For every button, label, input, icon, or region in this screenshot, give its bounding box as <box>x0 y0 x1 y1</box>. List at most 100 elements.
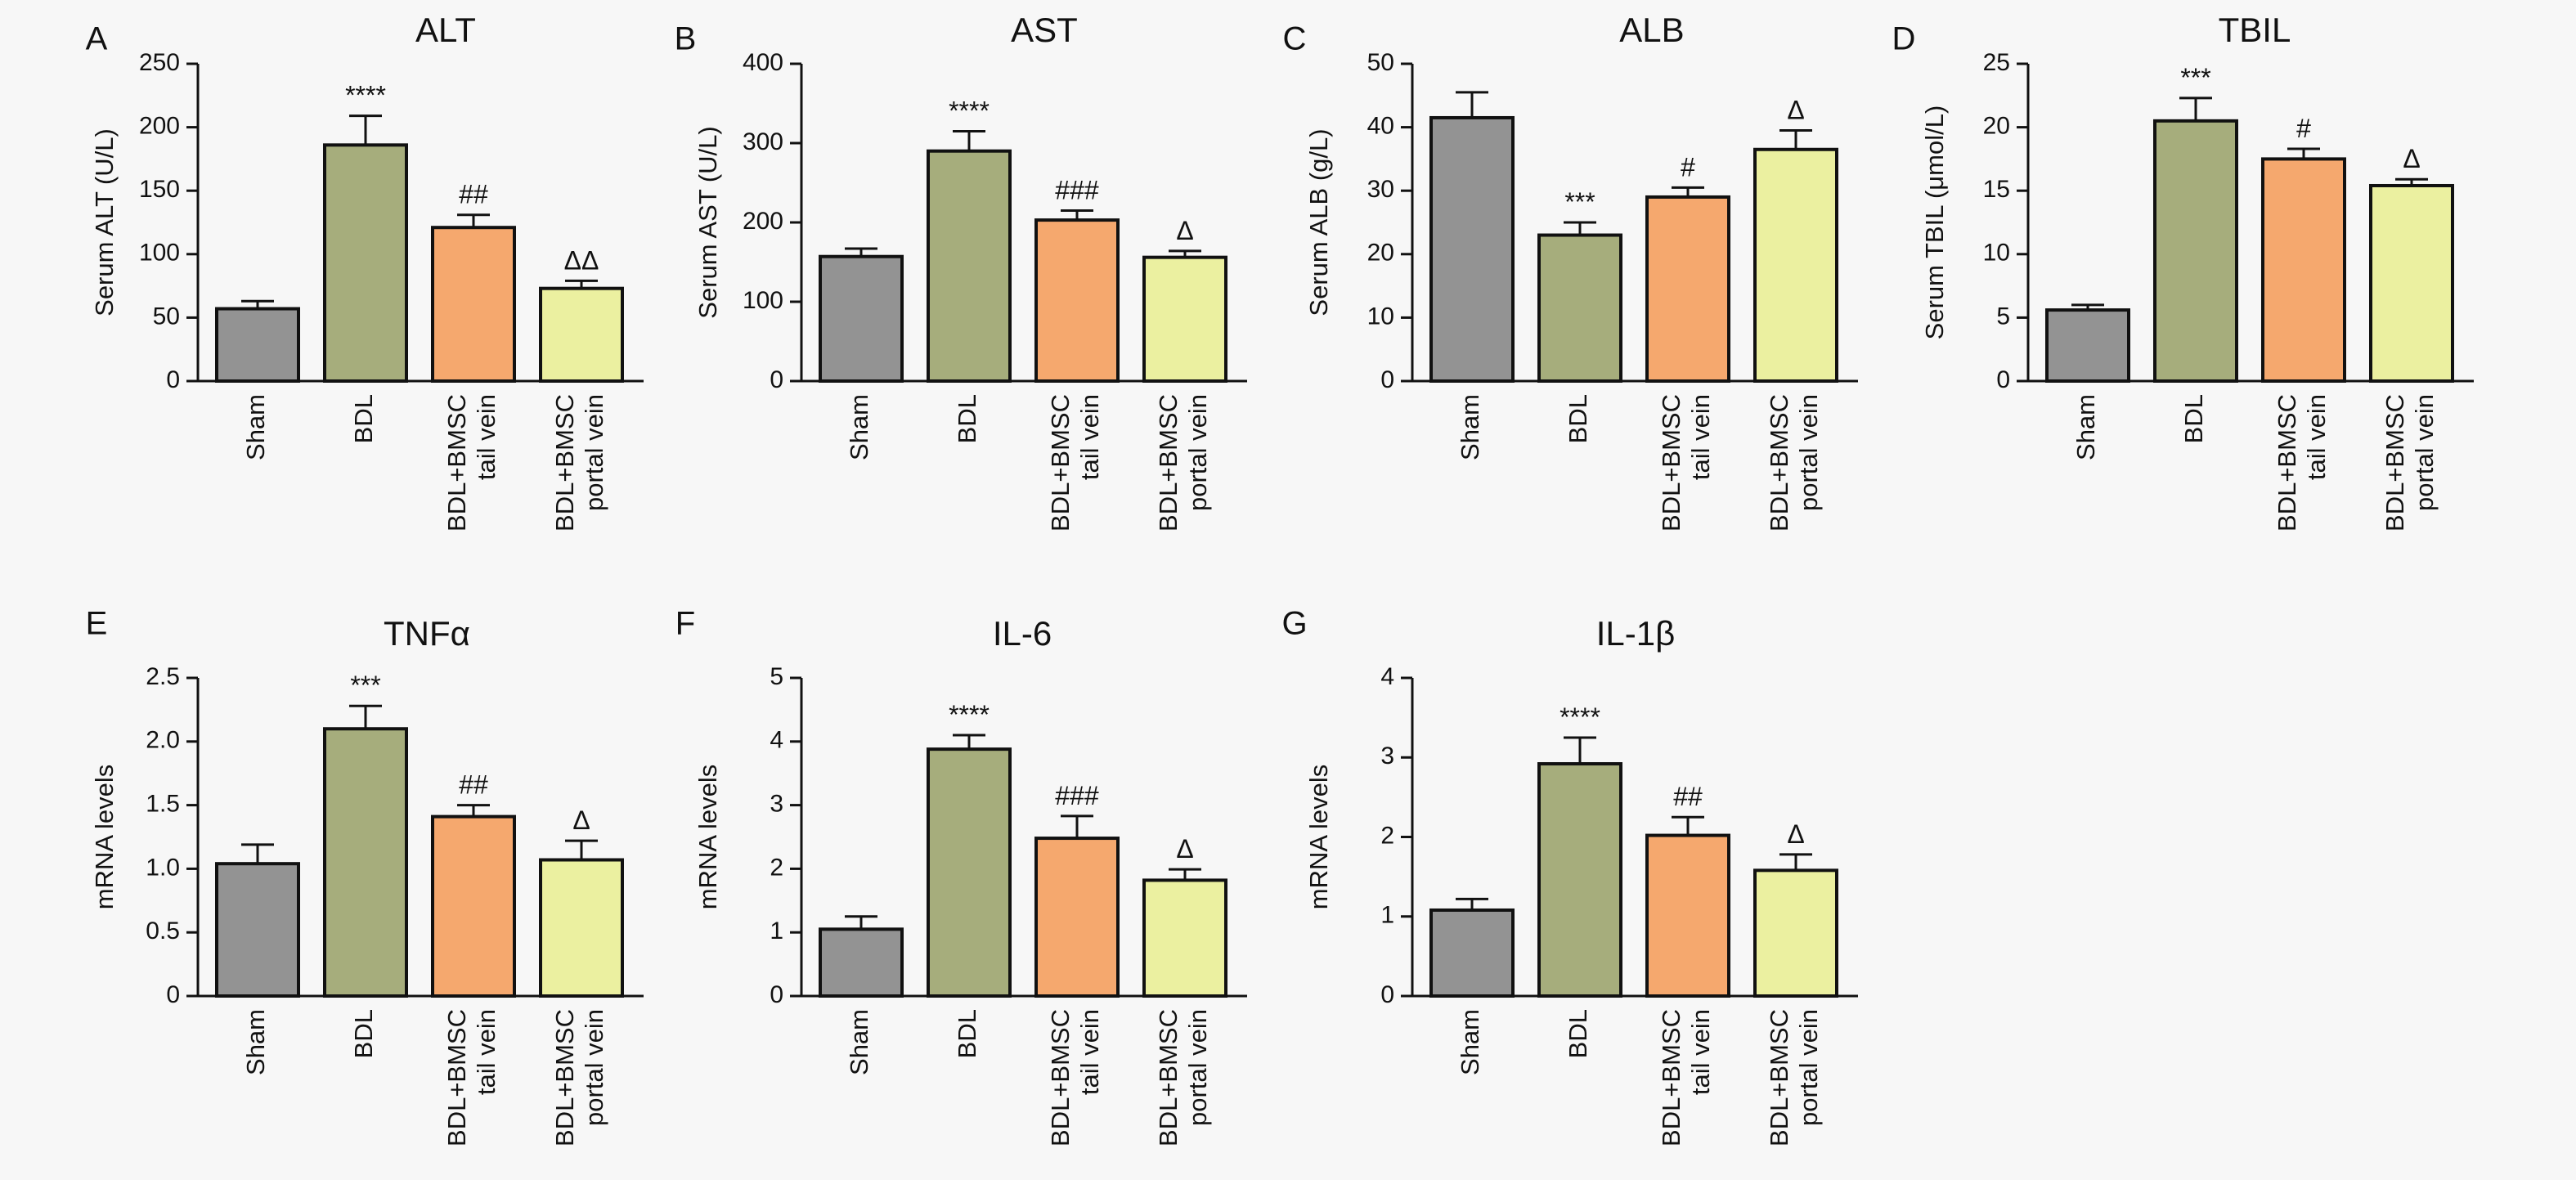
y-axis-label: Serum ALB (g/L) <box>1304 128 1333 316</box>
chart-title: ALT <box>415 11 476 49</box>
significance-label: ### <box>1055 175 1099 204</box>
x-category-label: portal vein <box>580 394 608 511</box>
bar-bmsc-portal-vein <box>539 858 624 998</box>
x-category-label: Sham <box>845 394 873 460</box>
x-category-label: BDL+BMSC <box>1657 394 1685 532</box>
bar-sham <box>2045 308 2130 384</box>
bar-sham <box>1429 908 1515 998</box>
y-tick-label: 2.0 <box>146 727 180 754</box>
significance-label: Δ <box>1176 216 1193 245</box>
x-category-label: tail vein <box>1075 1009 1104 1095</box>
panel-letter: B <box>675 21 697 57</box>
y-tick-label: 4 <box>770 727 783 754</box>
x-category-label: BDL+BMSC <box>1765 394 1793 532</box>
significance-label: *** <box>1564 187 1595 217</box>
significance-label: Δ <box>2403 144 2420 173</box>
chart-title: TBIL <box>2219 11 2291 49</box>
panel-letter: D <box>1892 21 1916 57</box>
x-category-label: portal vein <box>1794 1009 1823 1126</box>
x-category-label: BDL+BMSC <box>1657 1009 1685 1146</box>
bar-bdl <box>927 747 1012 998</box>
y-tick-label: 20 <box>1983 113 2010 140</box>
y-axis-label: mRNA levels <box>1304 765 1333 909</box>
chart-title: IL-6 <box>993 614 1052 653</box>
x-category-label: Sham <box>1456 394 1484 460</box>
y-tick-label: 250 <box>139 49 180 76</box>
x-category-label: BDL+BMSC <box>2273 394 2301 532</box>
y-tick-label: 0 <box>1380 981 1394 1008</box>
bar-sham <box>215 862 300 998</box>
x-category-label: BDL+BMSC <box>1154 394 1183 532</box>
y-tick-label: 2 <box>1380 822 1394 849</box>
bar-bmsc-tail-vein <box>1034 837 1120 998</box>
y-tick-label: 1.0 <box>146 854 180 881</box>
x-category-label: tail vein <box>1075 394 1104 480</box>
x-category-label: portal vein <box>1183 1009 1212 1126</box>
significance-label: ### <box>1055 781 1099 810</box>
x-category-label: BDL+BMSC <box>550 394 579 532</box>
bar-bmsc-tail-vein <box>431 814 516 998</box>
significance-label: Δ <box>572 805 590 835</box>
bar-bmsc-tail-vein <box>1645 833 1730 998</box>
x-category-label: Sham <box>241 394 270 460</box>
y-tick-label: 3 <box>1380 743 1394 769</box>
y-axis-label: Serum AST (U/L) <box>693 126 722 318</box>
panel-letter: F <box>675 606 695 642</box>
x-category-label: BDL <box>2179 394 2208 443</box>
significance-label: # <box>2296 114 2311 143</box>
bar-bmsc-portal-vein <box>1753 147 1838 383</box>
y-tick-label: 0 <box>166 366 180 393</box>
y-tick-label: 0.5 <box>146 918 180 944</box>
significance-label: # <box>1681 152 1695 182</box>
bar-sham <box>819 254 904 383</box>
y-tick-label: 0 <box>1380 366 1394 393</box>
significance-label: Δ <box>1787 95 1804 124</box>
bar-bdl <box>323 727 408 998</box>
x-category-label: BDL+BMSC <box>442 394 471 532</box>
x-category-label: portal vein <box>580 1009 608 1126</box>
chart-panel-f: F IL-6 0 1 2 3 4 5 mRNA levels Sham **** BDL ### BDL+… <box>675 606 1247 1146</box>
significance-label: *** <box>2180 63 2210 92</box>
y-tick-label: 50 <box>1367 49 1394 76</box>
y-tick-label: 100 <box>139 240 180 267</box>
y-tick-label: 0 <box>770 981 783 1008</box>
x-category-label: tail vein <box>1686 1009 1715 1095</box>
y-tick-label: 30 <box>1367 176 1394 203</box>
x-category-label: BDL+BMSC <box>1046 1009 1075 1146</box>
x-category-label: tail vein <box>472 1009 500 1095</box>
chart-panel-b: B AST 0 100 200 300 400 Serum AST (U/L) Sham ****… <box>675 11 1247 532</box>
y-tick-label: 25 <box>1983 49 2010 76</box>
x-category-label: portal vein <box>1183 394 1212 511</box>
significance-label: **** <box>949 96 990 125</box>
x-category-label: tail vein <box>472 394 500 480</box>
significance-label: Δ <box>1787 819 1804 849</box>
y-axis-label: mRNA levels <box>693 765 722 909</box>
bar-bdl <box>927 149 1012 383</box>
bar-bmsc-portal-vein <box>1142 255 1227 383</box>
x-category-label: BDL+BMSC <box>1154 1009 1183 1146</box>
x-category-label: BDL+BMSC <box>2381 394 2409 532</box>
x-category-label: Sham <box>2071 394 2100 460</box>
y-tick-label: 5 <box>770 663 783 690</box>
y-tick-label: 10 <box>1367 303 1394 330</box>
panel-letter: A <box>86 21 108 57</box>
significance-label: ## <box>459 180 488 209</box>
y-tick-label: 20 <box>1367 240 1394 267</box>
x-category-label: BDL <box>349 394 378 443</box>
y-tick-label: 1 <box>1380 902 1394 929</box>
y-tick-label: 100 <box>743 287 783 314</box>
chart-title: TNFα <box>384 614 470 653</box>
y-tick-label: 5 <box>1996 303 2010 330</box>
y-tick-label: 3 <box>770 791 783 818</box>
x-category-label: Sham <box>845 1009 873 1075</box>
bar-sham <box>1429 115 1515 384</box>
bar-bdl <box>2153 119 2238 383</box>
y-tick-label: 0 <box>166 981 180 1008</box>
panel-letter: C <box>1283 21 1307 57</box>
chart-panel-c: C ALB 0 10 20 30 40 50 Serum ALB (g/L) Sham *** BDL… <box>1283 11 1858 532</box>
x-category-label: Sham <box>1456 1009 1484 1075</box>
x-category-label: BDL+BMSC <box>1046 394 1075 532</box>
bar-bmsc-tail-vein <box>431 226 516 384</box>
